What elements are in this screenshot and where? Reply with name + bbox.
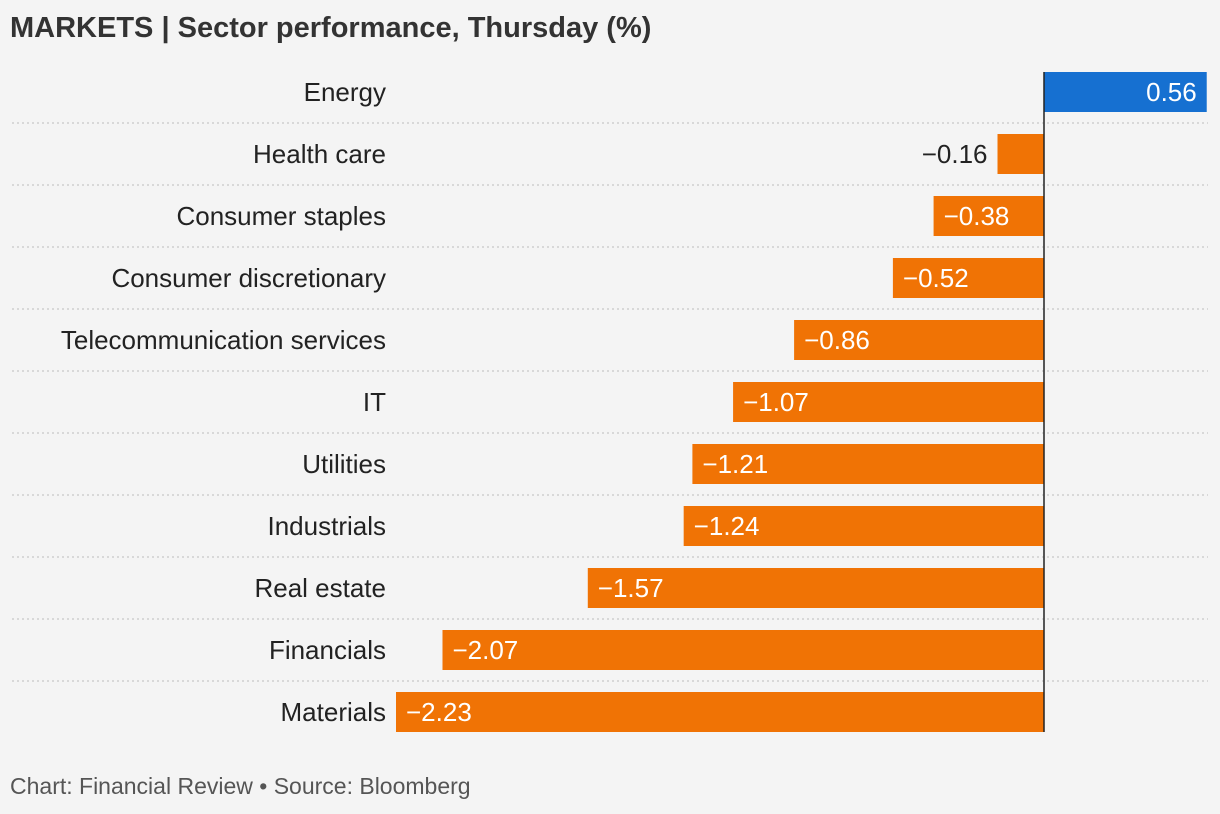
data-label: −2.23 (406, 697, 472, 727)
bar (1044, 72, 1207, 112)
category-label: IT (363, 387, 386, 417)
data-label: −1.24 (694, 511, 760, 541)
category-label: Utilities (302, 449, 386, 479)
category-label: Health care (253, 139, 386, 169)
category-label: Financials (269, 635, 386, 665)
bar (933, 196, 1044, 236)
data-label: −0.86 (804, 325, 870, 355)
data-label: −2.07 (452, 635, 518, 665)
category-label: Consumer staples (176, 201, 386, 231)
category-label: Energy (304, 77, 386, 107)
bar (587, 568, 1044, 608)
category-label: Materials (281, 697, 386, 727)
data-label: 0.56 (1146, 77, 1197, 107)
category-label: Consumer discretionary (111, 263, 386, 293)
bar (892, 258, 1044, 298)
data-label: −0.38 (944, 201, 1010, 231)
bar (692, 444, 1044, 484)
data-label: −1.21 (702, 449, 768, 479)
bar (442, 630, 1044, 670)
chart-title: MARKETS | Sector performance, Thursday (… (10, 12, 652, 44)
bar (794, 320, 1044, 360)
data-label: −1.57 (598, 573, 664, 603)
chart-source: Chart: Financial Review • Source: Bloomb… (10, 773, 471, 799)
data-label: −0.52 (903, 263, 969, 293)
bar (396, 692, 1044, 732)
category-label: Telecommunication services (61, 325, 386, 355)
category-label: Real estate (254, 573, 386, 603)
bar (683, 506, 1044, 546)
data-label: −1.07 (743, 387, 809, 417)
bar (733, 382, 1044, 422)
bar (997, 134, 1044, 174)
data-label: −0.16 (922, 139, 988, 169)
category-label: Industrials (268, 511, 387, 541)
